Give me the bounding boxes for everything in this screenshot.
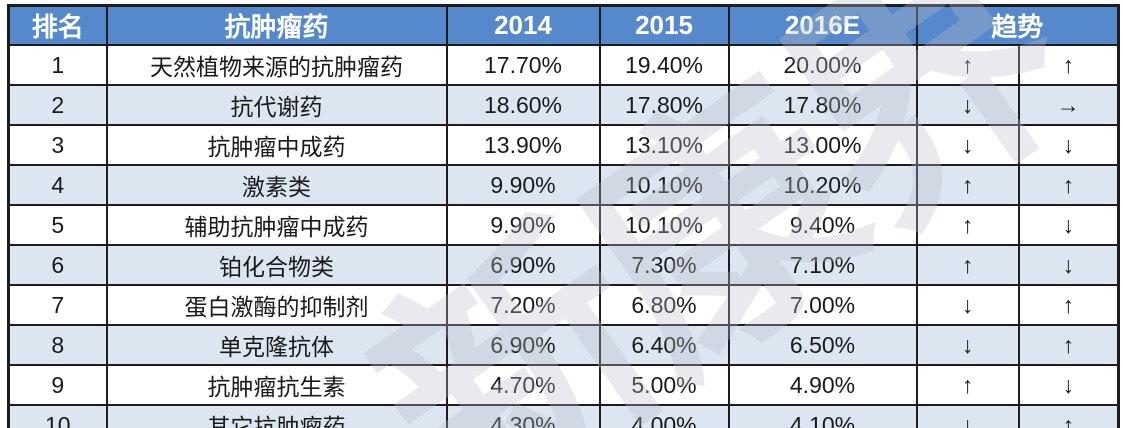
rank-cell: 6 (7, 244, 108, 286)
drug-name-cell: 单克隆抗体 (105, 324, 448, 366)
value-2016e-cell: 10.20% (727, 164, 918, 206)
trend-arrow-2-cell: ↓ (1017, 124, 1120, 166)
value-2014-cell: 17.70% (445, 44, 601, 86)
value-2015-cell: 7.30% (598, 244, 730, 286)
header-cell-rank: 排名 (7, 4, 108, 46)
value-2014-cell: 6.90% (445, 324, 601, 366)
value-2015-cell: 19.40% (598, 44, 730, 86)
trend-arrow-2-cell: → (1017, 84, 1120, 126)
trend-arrow-1-cell: ↑ (915, 164, 1020, 206)
table-body: 1 天然植物来源的抗肿瘤药 17.70% 19.40% 20.00% ↑ ↑ 2… (7, 44, 1120, 428)
table-row: 7 蛋白激酶的抑制剂 7.20% 6.80% 7.00% ↓ ↑ (7, 284, 1120, 326)
header-cell-trend: 趋势 (915, 4, 1120, 46)
trend-arrow-1-cell: ↑ (915, 44, 1020, 86)
value-2016e-cell: 17.80% (727, 84, 918, 126)
drug-name-cell: 辅助抗肿瘤中成药 (105, 204, 448, 246)
value-2014-cell: 9.90% (445, 164, 601, 206)
value-2015-cell: 4.00% (598, 404, 730, 428)
rank-cell: 8 (7, 324, 108, 366)
trend-arrow-2-cell: ↓ (1017, 204, 1120, 246)
rank-cell: 3 (7, 124, 108, 166)
table-row: 5 辅助抗肿瘤中成药 9.90% 10.10% 9.40% ↑ ↓ (7, 204, 1120, 246)
drug-name-cell: 抗肿瘤中成药 (105, 124, 448, 166)
trend-arrow-1-cell: ↑ (915, 364, 1020, 406)
value-2014-cell: 6.90% (445, 244, 601, 286)
table-row: 10 其它抗肿瘤药 4.30% 4.00% 4.10% ↓ ↑ (7, 404, 1120, 428)
value-2016e-cell: 7.00% (727, 284, 918, 326)
drug-name-cell: 天然植物来源的抗肿瘤药 (105, 44, 448, 86)
header-cell-2014: 2014 (445, 4, 601, 46)
rank-cell: 4 (7, 164, 108, 206)
value-2015-cell: 13.10% (598, 124, 730, 166)
value-2016e-cell: 7.10% (727, 244, 918, 286)
trend-arrow-1-cell: ↑ (915, 204, 1020, 246)
rank-cell: 7 (7, 284, 108, 326)
rank-cell: 9 (7, 364, 108, 406)
drug-name-cell: 其它抗肿瘤药 (105, 404, 448, 428)
trend-arrow-2-cell: ↑ (1017, 284, 1120, 326)
drug-name-cell: 抗代谢药 (105, 84, 448, 126)
value-2015-cell: 10.10% (598, 164, 730, 206)
value-2016e-cell: 6.50% (727, 324, 918, 366)
value-2014-cell: 7.20% (445, 284, 601, 326)
value-2015-cell: 10.10% (598, 204, 730, 246)
table-row: 3 抗肿瘤中成药 13.90% 13.10% 13.00% ↓ ↓ (7, 124, 1120, 166)
header-cell-drug: 抗肿瘤药 (105, 4, 448, 46)
header-cell-2016e: 2016E (727, 4, 918, 46)
value-2016e-cell: 4.10% (727, 404, 918, 428)
value-2014-cell: 13.90% (445, 124, 601, 166)
value-2015-cell: 17.80% (598, 84, 730, 126)
table-row: 9 抗肿瘤抗生素 4.70% 5.00% 4.90% ↑ ↓ (7, 364, 1120, 406)
drug-name-cell: 激素类 (105, 164, 448, 206)
rank-cell: 5 (7, 204, 108, 246)
value-2014-cell: 4.30% (445, 404, 601, 428)
header-cell-2015: 2015 (598, 4, 730, 46)
trend-arrow-2-cell: ↑ (1017, 324, 1120, 366)
value-2014-cell: 9.90% (445, 204, 601, 246)
table-row: 4 激素类 9.90% 10.10% 10.20% ↑ ↑ (7, 164, 1120, 206)
trend-arrow-1-cell: ↓ (915, 284, 1020, 326)
drug-name-cell: 抗肿瘤抗生素 (105, 364, 448, 406)
trend-arrow-1-cell: ↓ (915, 124, 1020, 166)
trend-arrow-2-cell: ↑ (1017, 404, 1120, 428)
table-header-row: 排名 抗肿瘤药 2014 2015 2016E 趋势 (7, 4, 1120, 46)
value-2016e-cell: 9.40% (727, 204, 918, 246)
drug-name-cell: 蛋白激酶的抑制剂 (105, 284, 448, 326)
trend-arrow-2-cell: ↑ (1017, 44, 1120, 86)
value-2016e-cell: 20.00% (727, 44, 918, 86)
trend-arrow-1-cell: ↓ (915, 84, 1020, 126)
value-2015-cell: 5.00% (598, 364, 730, 406)
trend-arrow-1-cell: ↓ (915, 404, 1020, 428)
trend-arrow-1-cell: ↓ (915, 324, 1020, 366)
rank-cell: 1 (7, 44, 108, 86)
market-share-table: 排名 抗肿瘤药 2014 2015 2016E 趋势 1 天然植物来源的抗肿瘤药… (7, 4, 1120, 428)
trend-arrow-2-cell: ↓ (1017, 244, 1120, 286)
table-row: 8 单克隆抗体 6.90% 6.40% 6.50% ↓ ↑ (7, 324, 1120, 366)
value-2015-cell: 6.80% (598, 284, 730, 326)
table-row: 6 铂化合物类 6.90% 7.30% 7.10% ↑ ↓ (7, 244, 1120, 286)
trend-arrow-2-cell: ↓ (1017, 364, 1120, 406)
table-row: 2 抗代谢药 18.60% 17.80% 17.80% ↓ → (7, 84, 1120, 126)
value-2016e-cell: 4.90% (727, 364, 918, 406)
trend-arrow-1-cell: ↑ (915, 244, 1020, 286)
value-2015-cell: 6.40% (598, 324, 730, 366)
drug-name-cell: 铂化合物类 (105, 244, 448, 286)
value-2016e-cell: 13.00% (727, 124, 918, 166)
value-2014-cell: 4.70% (445, 364, 601, 406)
trend-arrow-2-cell: ↑ (1017, 164, 1120, 206)
table-row: 1 天然植物来源的抗肿瘤药 17.70% 19.40% 20.00% ↑ ↑ (7, 44, 1120, 86)
rank-cell: 10 (7, 404, 108, 428)
rank-cell: 2 (7, 84, 108, 126)
value-2014-cell: 18.60% (445, 84, 601, 126)
